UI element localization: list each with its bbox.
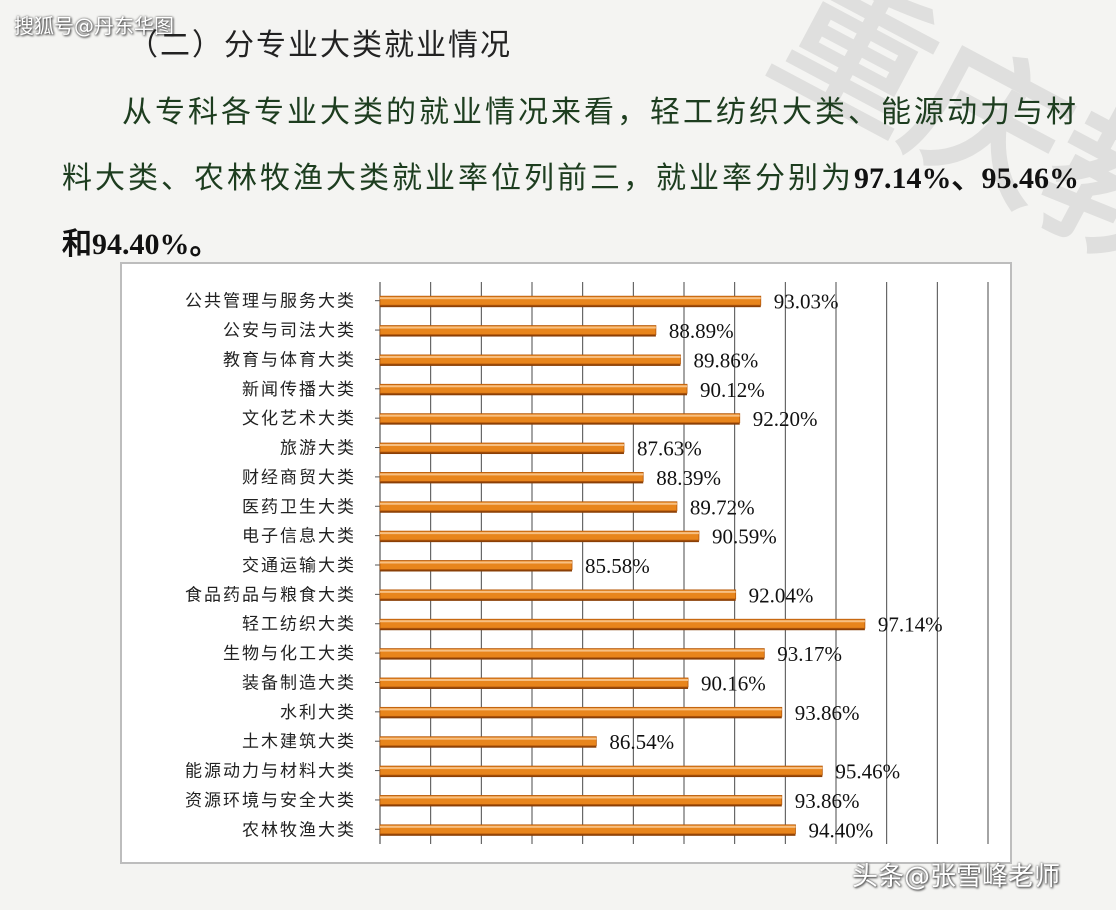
category-label: 生物与化工大类 xyxy=(223,644,356,664)
category-label: 交通运输大类 xyxy=(242,556,356,576)
data-label: 92.20% xyxy=(753,407,818,431)
data-label: 88.89% xyxy=(669,319,734,343)
data-label: 85.58% xyxy=(585,554,650,578)
data-label: 86.54% xyxy=(609,730,674,754)
bar-highlight xyxy=(380,414,740,417)
bar-highlight xyxy=(380,561,573,564)
category-label: 电子信息大类 xyxy=(242,527,356,547)
data-label: 89.86% xyxy=(693,348,758,372)
category-label: 公安与司法大类 xyxy=(223,321,356,341)
data-label: 89.72% xyxy=(690,495,755,519)
bar-highlight xyxy=(380,444,624,447)
category-label: 装备制造大类 xyxy=(242,673,356,693)
bar xyxy=(379,501,678,512)
bar xyxy=(379,824,796,835)
bar xyxy=(379,795,783,805)
data-label: 95.46% xyxy=(835,760,900,784)
category-label: 财经商贸大类 xyxy=(242,468,356,488)
bar xyxy=(379,618,866,629)
category-label: 新闻传播大类 xyxy=(242,380,356,400)
data-label: 93.17% xyxy=(777,642,842,666)
bar xyxy=(379,354,681,365)
bar-chart: 公共管理与服务大类 93.03% 公安与司法大类 88.89% 教育与体育大类 89.86… xyxy=(185,282,989,844)
data-label: 93.86% xyxy=(795,701,860,725)
bar xyxy=(379,383,688,394)
bar-highlight xyxy=(380,678,689,681)
bar-highlight xyxy=(380,620,865,623)
bar-highlight xyxy=(380,590,736,593)
category-label: 能源动力与材料大类 xyxy=(185,762,356,782)
bar-highlight xyxy=(380,326,656,329)
data-label: 94.40% xyxy=(808,818,873,842)
bar xyxy=(379,765,823,776)
section-heading: （二）分专业大类就业情况 xyxy=(128,28,512,63)
bar xyxy=(379,706,783,717)
bar-highlight xyxy=(380,708,782,711)
data-label: 87.63% xyxy=(637,437,702,461)
paragraph-text: 从专科各专业大类的就业情况来看，轻工纺织大类、能源动力与材料大类、农林牧渔大类就… xyxy=(62,95,1079,196)
bar xyxy=(379,589,737,600)
paragraph: 从专科各专业大类的就业情况来看，轻工纺织大类、能源动力与材料大类、农林牧渔大类就… xyxy=(62,80,1082,278)
bar-highlight xyxy=(380,532,699,535)
data-label: 97.14% xyxy=(878,613,943,637)
data-label: 88.39% xyxy=(656,466,721,490)
category-label: 农林牧渔大类 xyxy=(242,820,356,840)
bar-highlight xyxy=(380,473,644,476)
bar xyxy=(379,530,700,541)
bar xyxy=(379,442,625,453)
bar xyxy=(379,677,689,688)
bar-highlight xyxy=(380,737,597,740)
data-label: 93.86% xyxy=(795,789,860,813)
bar-highlight xyxy=(380,796,782,799)
category-label: 医药卫生大类 xyxy=(242,497,356,517)
category-label: 公共管理与服务大类 xyxy=(185,292,356,312)
bar-highlight xyxy=(380,767,823,770)
bar xyxy=(379,648,765,659)
bar xyxy=(379,560,573,570)
bar-highlight xyxy=(380,649,765,652)
bar xyxy=(379,295,762,306)
chart-container: 公共管理与服务大类 93.03% 公安与司法大类 88.89% 教育与体育大类 89.86… xyxy=(120,262,1012,864)
category-label: 资源环境与安全大类 xyxy=(185,791,356,811)
watermark-top: 搜狐号@丹东华图 xyxy=(14,14,174,38)
data-label: 93.03% xyxy=(774,290,839,314)
category-label: 文化艺术大类 xyxy=(242,409,356,429)
category-label: 水利大类 xyxy=(280,703,356,723)
data-label: 90.59% xyxy=(712,525,777,549)
bar-highlight xyxy=(380,385,688,388)
data-label: 90.16% xyxy=(701,671,766,695)
category-label: 旅游大类 xyxy=(280,439,356,459)
bar-highlight xyxy=(380,502,677,505)
bar-highlight xyxy=(380,297,761,300)
category-label: 教育与体育大类 xyxy=(223,350,356,370)
bar xyxy=(379,325,657,335)
paragraph-highlight: 97.14%、95.46%和94.40%。 xyxy=(62,162,1079,261)
bar xyxy=(379,413,741,424)
category-label: 轻工纺织大类 xyxy=(242,615,356,635)
bar xyxy=(379,471,644,482)
category-label: 食品药品与粮食大类 xyxy=(185,585,356,605)
bar-highlight xyxy=(380,355,681,358)
data-label: 90.12% xyxy=(700,378,765,402)
bar xyxy=(379,736,597,747)
watermark-bottom: 头条@张雪峰老师 xyxy=(852,862,1061,892)
bar-highlight xyxy=(380,825,796,828)
category-label: 土木建筑大类 xyxy=(242,732,356,752)
data-label: 92.04% xyxy=(749,583,814,607)
